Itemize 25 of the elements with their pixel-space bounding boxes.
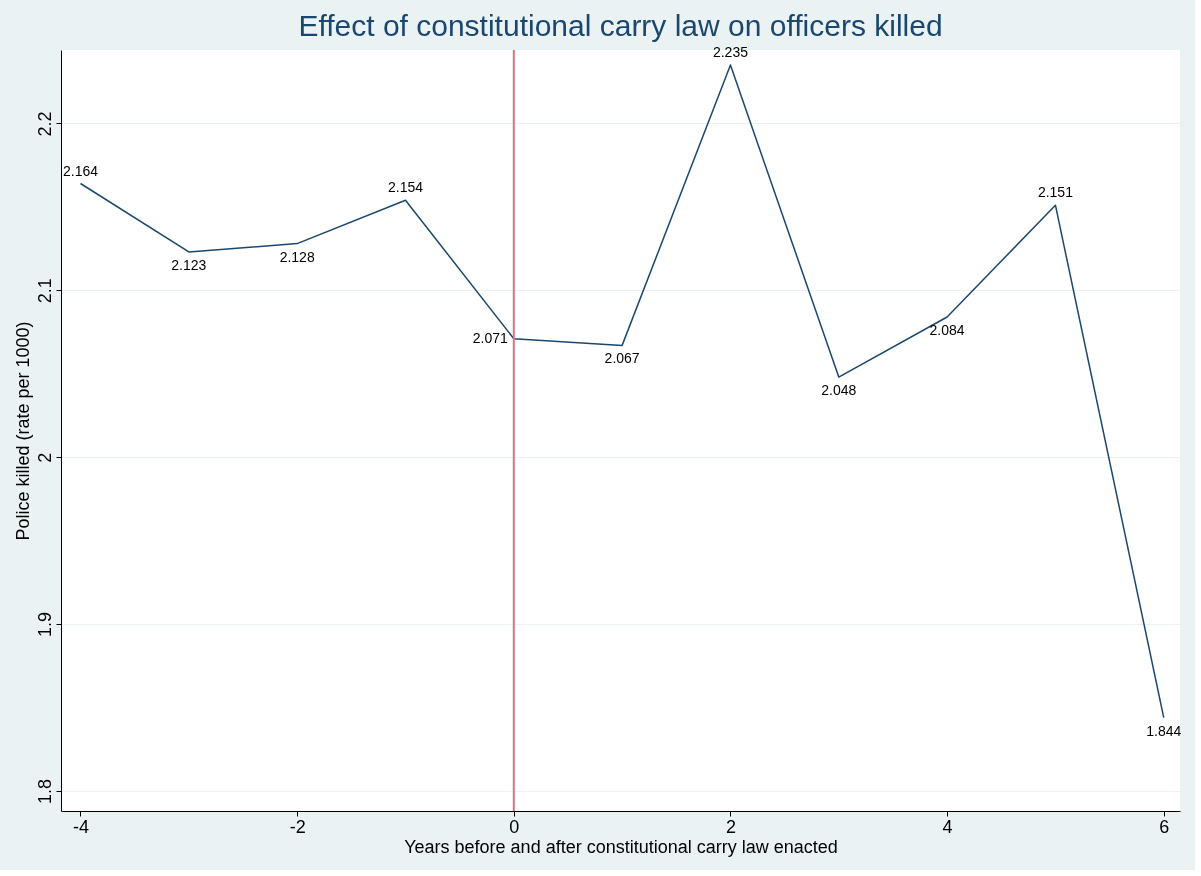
- data-label: 2.151: [1037, 184, 1074, 201]
- data-label: 2.067: [604, 350, 640, 367]
- y-tick-label: 1.9: [34, 612, 55, 638]
- data-label: 2.071: [472, 329, 508, 346]
- data-label: 2.235: [712, 44, 749, 61]
- data-label: 2.154: [387, 179, 424, 196]
- data-label: 2.128: [279, 248, 315, 265]
- y-tick-label: 2.2: [34, 111, 55, 137]
- x-tick-label: 0: [509, 816, 520, 837]
- y-axis-title: Police killed (rate per 1000): [12, 321, 33, 541]
- x-tick-label: -4: [72, 816, 90, 837]
- y-tick-label: 2: [34, 452, 55, 463]
- chart-title: Effect of constitutional carry law on officers killed: [298, 9, 943, 43]
- data-label: 2.164: [62, 162, 99, 179]
- data-label: 2.084: [929, 322, 965, 339]
- data-label: 2.123: [171, 256, 207, 273]
- y-tick-label: 1.8: [34, 778, 55, 804]
- data-label: 1.844: [1146, 722, 1182, 739]
- y-tick-label: 2.1: [34, 278, 55, 304]
- x-axis-title: Years before and after constitutional carry law enacted: [404, 836, 838, 857]
- x-tick-label: 4: [942, 816, 953, 837]
- x-tick-label: 2: [725, 816, 736, 837]
- x-tick-label: 6: [1159, 816, 1170, 837]
- data-label: 2.048: [821, 382, 857, 399]
- x-tick-label: -2: [289, 816, 306, 837]
